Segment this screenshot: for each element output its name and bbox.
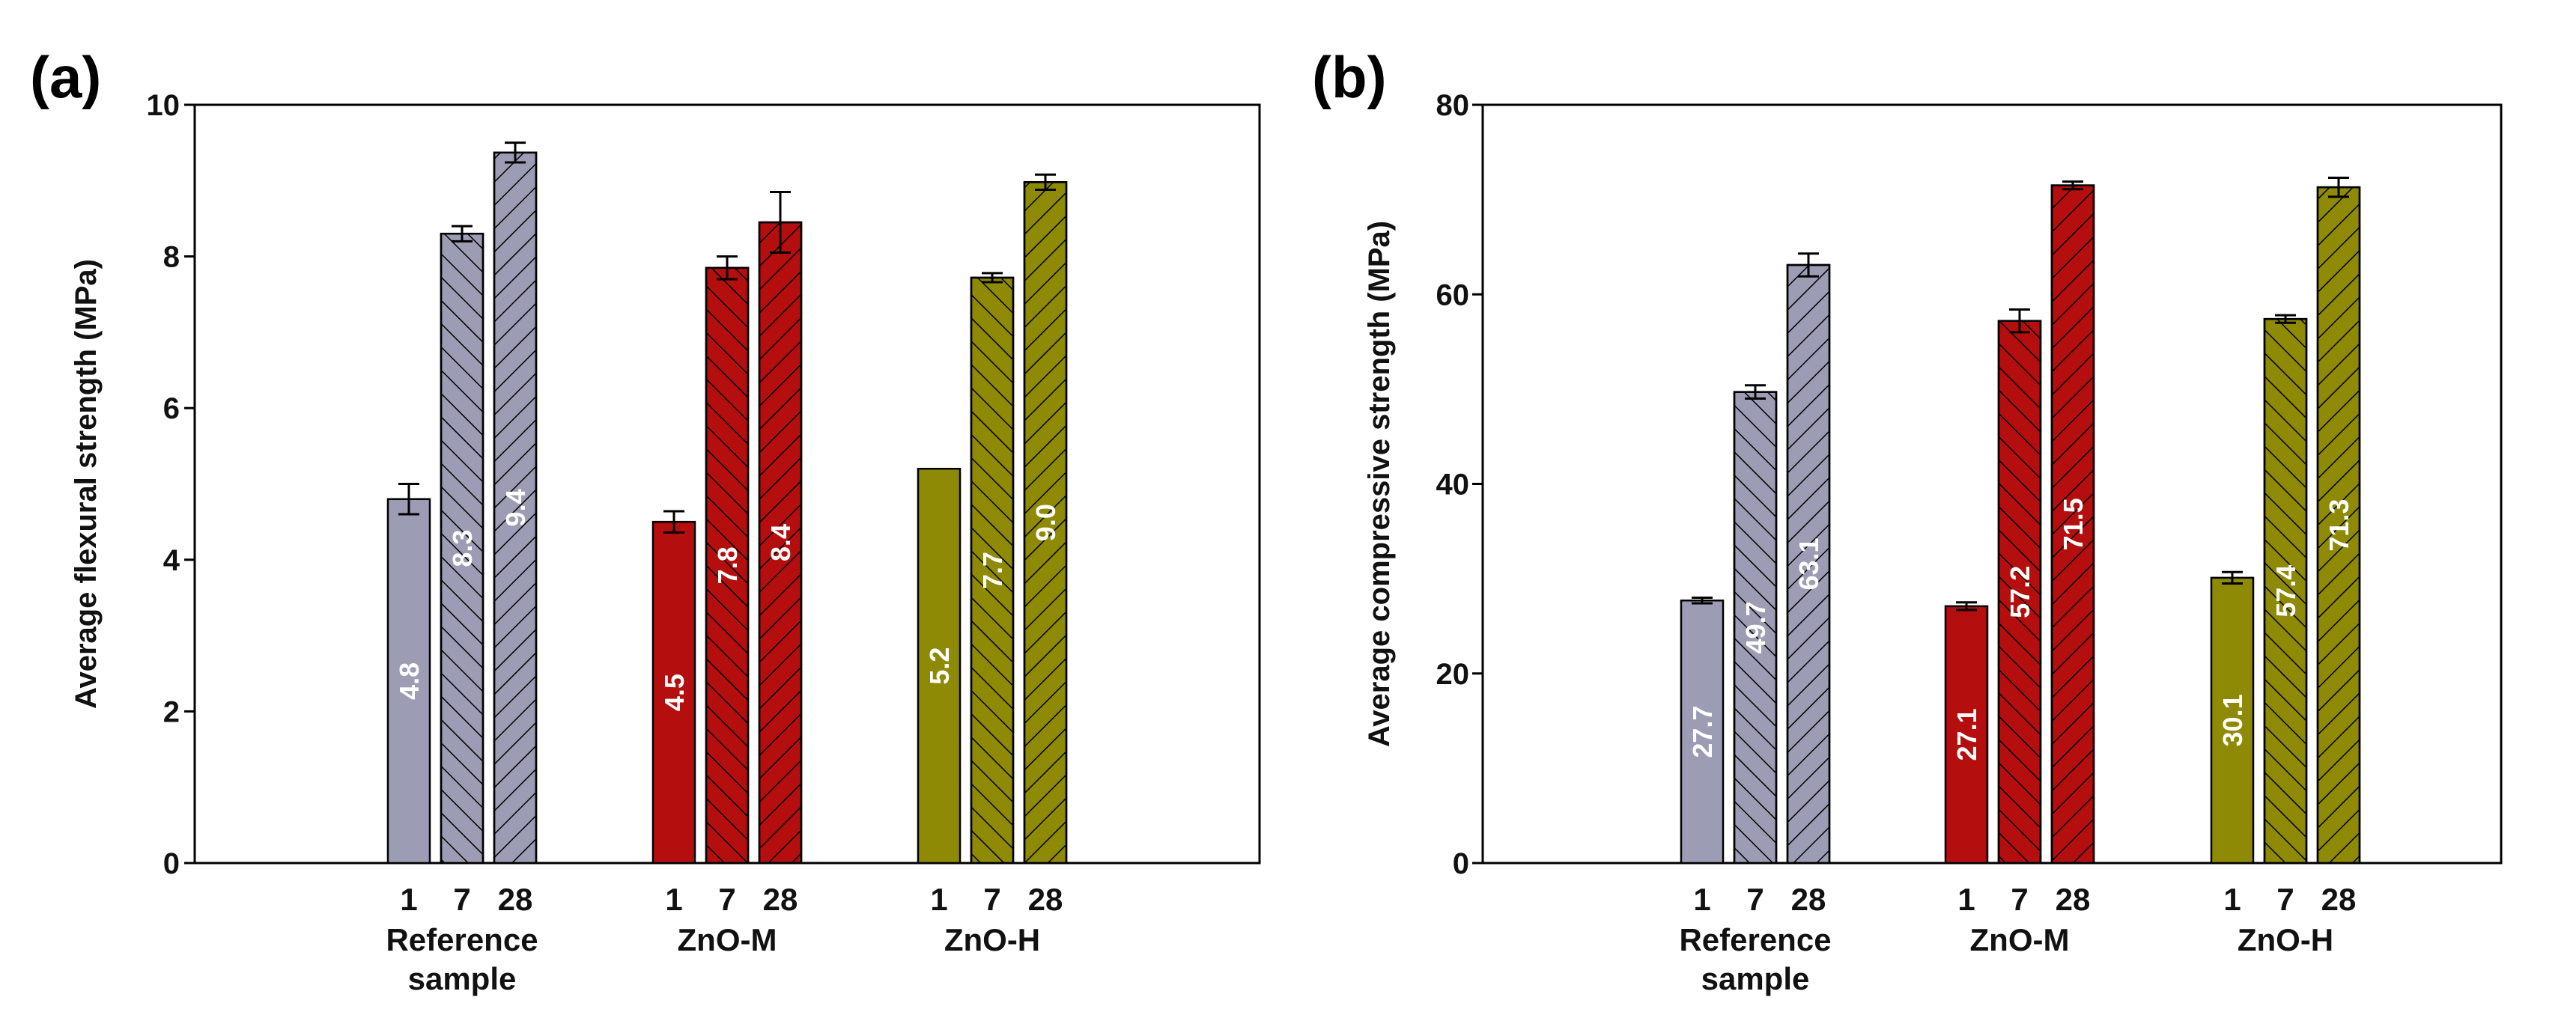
bar-hatch [493, 151, 538, 865]
y-axis-title: Average compressive strength (MPa) [1363, 221, 1396, 747]
data-label: 57.2 [2005, 566, 2035, 618]
y-tick-label: 6 [163, 392, 180, 425]
chart-panel-b: (b) 0 20 40 60 80 Average compressive strength… [1312, 44, 2503, 996]
data-label: 30.1 [2217, 694, 2248, 746]
x-tick-label: 1 [2223, 882, 2241, 917]
y-tick-label: 4 [163, 544, 180, 577]
data-label: 49.7 [1740, 601, 1771, 653]
data-label: 63.1 [1793, 537, 1824, 590]
group-label: sample [1701, 961, 1810, 996]
bar-hatch [2263, 317, 2308, 865]
data-label: 7.7 [977, 552, 1008, 589]
bar [1944, 605, 1989, 865]
y-tick-label: 40 [1436, 469, 1470, 502]
y-tick-label: 60 [1436, 278, 1470, 311]
x-tick-label: 1 [1693, 882, 1710, 917]
bar [1680, 599, 1725, 865]
bar-hatch [970, 276, 1015, 865]
x-tick-label: 1 [1957, 882, 1975, 917]
data-label: 71.5 [2058, 498, 2089, 550]
data-label: 27.1 [1951, 708, 1982, 760]
bar-hatch [2050, 184, 2095, 865]
x-tick-label: 28 [2321, 882, 2357, 917]
y-tick-label: 0 [1453, 847, 1469, 880]
bar-hatch [1023, 181, 1068, 865]
data-label: 8.4 [765, 524, 796, 561]
x-tick-label: 28 [1028, 882, 1063, 917]
y-axis-title: Average flexural strength (MPa) [70, 259, 103, 709]
bar-hatch [705, 266, 750, 865]
x-tick-label: 7 [2011, 882, 2028, 917]
group-label: ZnO-M [678, 922, 777, 957]
bar-hatch [1786, 263, 1831, 865]
y-tick-label: 10 [147, 89, 180, 122]
group-label: ZnO-M [1970, 922, 2070, 957]
x-tick-label: 1 [930, 882, 947, 917]
x-tick-label: 28 [498, 882, 533, 917]
panel-label: (a) [30, 44, 101, 110]
x-tick-label: 7 [983, 882, 1000, 917]
data-label: 9.4 [500, 489, 531, 526]
group-label: ZnO-H [944, 922, 1040, 957]
data-label: 71.3 [2324, 499, 2354, 552]
x-tick-label: 28 [2056, 882, 2091, 917]
y-tick-label: 0 [163, 847, 180, 880]
data-label: 57.4 [2270, 565, 2301, 618]
x-tick-label: 7 [453, 882, 470, 917]
bar [917, 467, 962, 865]
x-tick-label: 7 [1746, 882, 1764, 917]
panel-label: (b) [1312, 44, 1387, 110]
bar-hatch [1733, 391, 1778, 865]
bar-hatch [758, 221, 803, 865]
chart-panel-a: (a) 0 2 4 6 8 10 Average flexural strength (MPa… [30, 44, 1261, 996]
x-tick-label: 1 [665, 882, 682, 917]
group-label: ZnO-H [2238, 922, 2333, 957]
data-label: 27.7 [1687, 706, 1718, 758]
data-label: 9.0 [1030, 504, 1061, 541]
group-label: sample [408, 961, 517, 996]
bar [651, 520, 696, 865]
x-tick-label: 7 [2276, 882, 2294, 917]
data-label: 4.5 [659, 674, 690, 711]
data-label: 8.3 [447, 530, 478, 567]
y-tick-label: 8 [163, 241, 180, 274]
x-tick-label: 28 [1791, 882, 1826, 917]
x-tick-label: 1 [400, 882, 417, 917]
data-label: 5.2 [924, 647, 955, 685]
group-label: Reference [1679, 922, 1831, 957]
data-label: 7.8 [712, 546, 743, 584]
bar-hatch [2316, 186, 2361, 865]
y-tick-label: 20 [1436, 658, 1470, 691]
x-tick-label: 28 [763, 882, 798, 917]
y-tick-label: 2 [163, 695, 180, 728]
data-label: 4.8 [394, 662, 425, 700]
bar-hatch [1997, 320, 2042, 865]
y-tick-label: 80 [1436, 89, 1470, 122]
group-label: Reference [386, 922, 538, 957]
x-tick-label: 7 [718, 882, 735, 917]
bar [2210, 576, 2255, 865]
